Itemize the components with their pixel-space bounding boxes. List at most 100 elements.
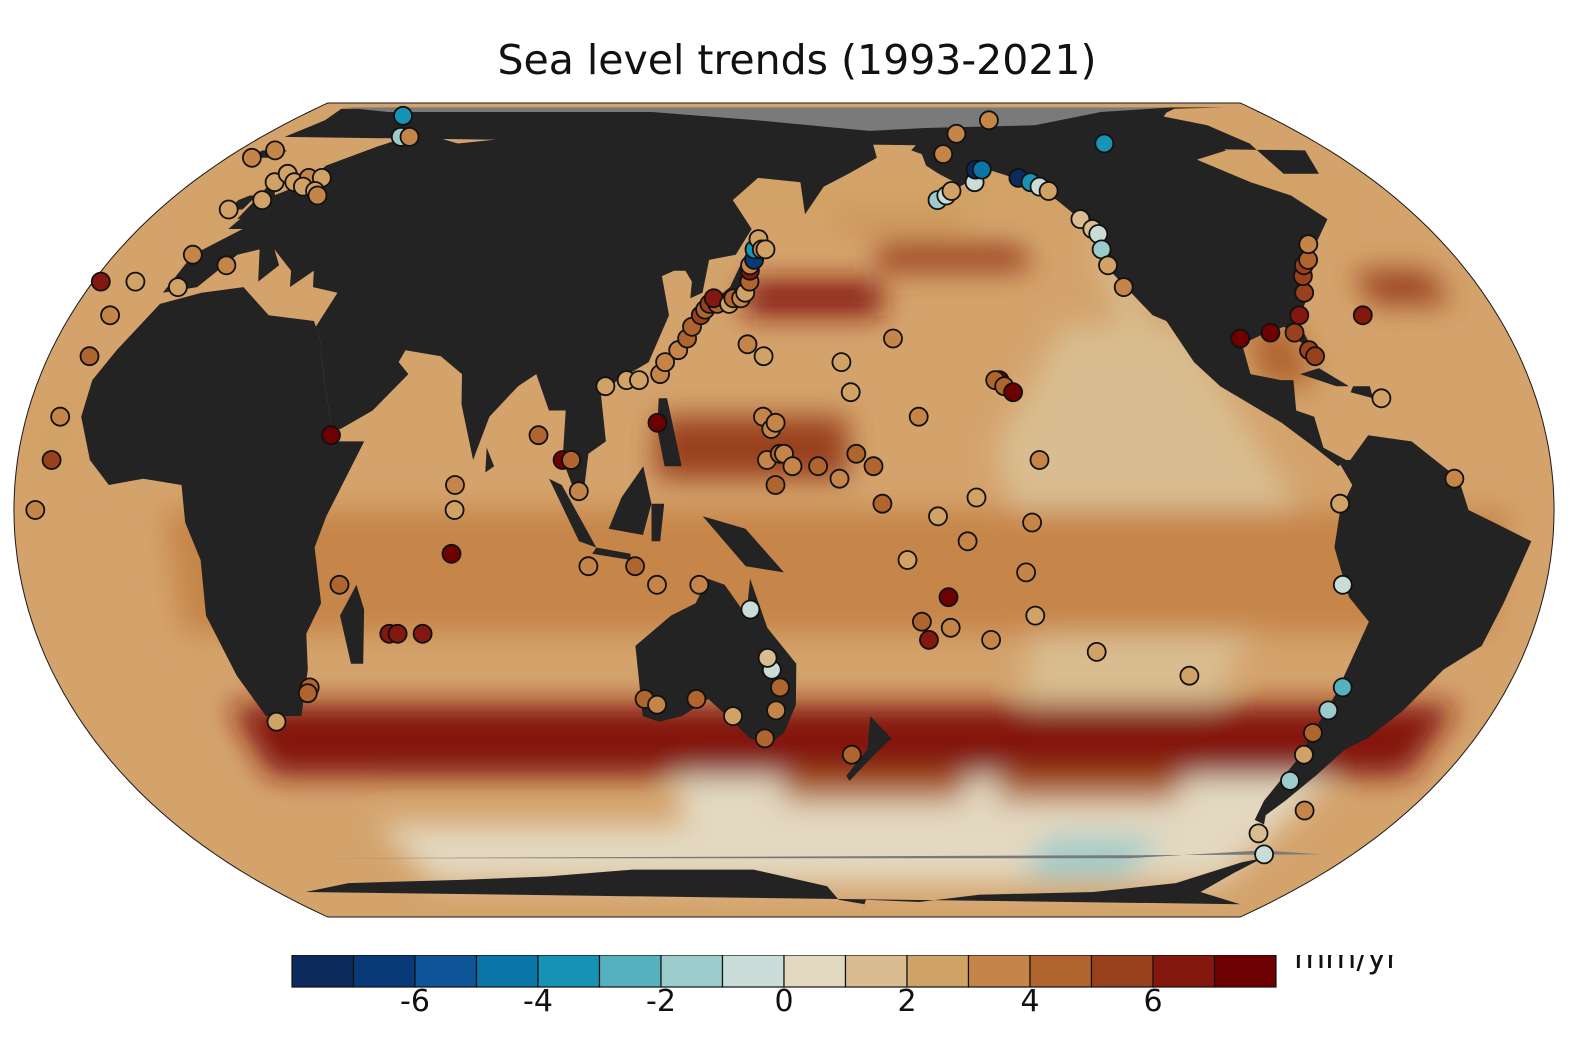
tide-gauge-marker: [399, 127, 420, 147]
tide-gauge-marker: [216, 255, 237, 276]
tide-gauge-marker: [1298, 234, 1319, 255]
tide-gauge-marker: [765, 475, 786, 495]
tide-gauge-marker: [100, 305, 120, 326]
tide-gauge-marker: [1332, 574, 1353, 595]
java: [592, 547, 631, 560]
australia: [635, 578, 797, 744]
tide-gauge-marker: [252, 190, 273, 210]
tide-gauge-marker: [441, 543, 462, 564]
colorbar-bin: [783, 955, 847, 988]
tide-gauge-marker: [840, 382, 861, 403]
tide-gauge-marker: [90, 271, 111, 292]
tide-gauge-marker: [321, 425, 341, 446]
tide-gauge-marker: [1003, 382, 1023, 403]
tide-gauge-marker: [1294, 282, 1315, 303]
tide-gauge-marker: [1303, 723, 1323, 743]
tide-gauge-marker: [1444, 468, 1465, 489]
ocean-trend-patch: [875, 244, 1031, 271]
tide-gauge-marker: [1294, 744, 1314, 765]
tide-gauge-marker: [1230, 328, 1251, 349]
colorbar-bin: [1029, 955, 1093, 988]
tide-gauge-marker: [79, 346, 100, 367]
tide-gauge-marker: [1332, 677, 1353, 698]
tide-gauge-marker: [912, 611, 932, 632]
tide-gauge-marker: [1022, 512, 1042, 533]
ocean-trend-field: [15, 173, 1512, 884]
tide-gauge-marker: [445, 475, 465, 495]
map-title: Sea level trends (1993-2021): [497, 36, 1097, 84]
tide-gauge-marker: [919, 630, 939, 650]
tide-gauge-marker: [241, 147, 262, 168]
antarctica: [305, 858, 1263, 917]
colorbar: -6 -4 -2 0 2 4 6 mm/yr: [291, 955, 1400, 1019]
tide-gauge-marker: [1318, 700, 1339, 721]
tide-gauge-marker: [755, 239, 776, 260]
tide-gauge-marker: [897, 550, 918, 570]
north-america: [911, 130, 1347, 467]
ocean-trend-patch: [229, 704, 1458, 776]
tide-gauge-marker: [933, 144, 954, 164]
tide-gauge-marker: [1330, 493, 1350, 514]
tide-gauge-marker: [1029, 450, 1050, 470]
tide-gauge-marker: [723, 706, 743, 726]
tide-gauge-marker: [829, 468, 850, 489]
tide-gauge-marker: [568, 481, 589, 502]
tide-gauge-marker: [753, 346, 774, 367]
colorbar-tick-label: -2: [646, 984, 676, 1019]
colorbar-bin: [291, 955, 355, 988]
ocean-trend-patch: [163, 510, 1512, 634]
arabia-landmass: [319, 309, 409, 429]
tide-gauge-marker: [1113, 277, 1134, 298]
new-zealand: [846, 716, 892, 781]
tide-gauge-marker: [307, 185, 328, 206]
colorbar-bin: [1090, 955, 1154, 988]
tide-gauge-marker: [647, 574, 667, 595]
tide-gauge-marker: [167, 277, 188, 298]
tide-gauge-marker: [1248, 823, 1269, 844]
tide-gauge-marker: [387, 623, 408, 644]
tide-gauge-marker: [1294, 800, 1315, 821]
ocean-trend-patch: [1018, 633, 1241, 722]
tide-gauge-marker: [757, 648, 778, 668]
tide-gauge-marker: [737, 334, 758, 355]
tide-gauge-marker: [25, 500, 46, 520]
tide-gauge-marker: [655, 352, 675, 373]
tide-gauge-markers: [25, 105, 1465, 865]
tide-gauge-marker: [1284, 322, 1305, 343]
tide-gauge-marker: [765, 412, 786, 433]
tide-gauge-marker: [979, 110, 999, 131]
tide-gauge-marker: [266, 711, 287, 732]
tide-gauge-marker: [265, 140, 286, 161]
colorbar-bin: [844, 955, 908, 988]
ocean-trend-patch: [378, 824, 1224, 884]
tide-gauge-marker: [647, 694, 667, 715]
tide-gauge-marker: [770, 677, 790, 698]
greenland: [284, 107, 1320, 174]
sea-level-trend-map: [13, 102, 1555, 918]
colorbar-tick-label: 0: [774, 984, 793, 1019]
tide-gauge-marker: [329, 574, 350, 595]
colorbar-tick-label: 4: [1020, 984, 1039, 1019]
tide-gauge-marker: [928, 506, 948, 527]
africa-landmass: [81, 287, 365, 717]
colorbar-tick-label: 2: [897, 984, 916, 1019]
tide-gauge-marker: [412, 623, 433, 644]
ocean-trend-patch: [744, 281, 884, 316]
tide-gauge-marker: [625, 556, 645, 577]
tide-gauge-marker: [595, 376, 616, 397]
tide-gauge-marker: [846, 443, 867, 464]
tide-gauge-marker: [740, 599, 761, 620]
tide-gauge-marker: [1179, 665, 1200, 686]
tide-gauge-marker: [754, 728, 775, 749]
tide-gauge-marker: [971, 159, 992, 180]
tide-gauge-marker: [1280, 771, 1300, 791]
tide-gauge-marker: [578, 556, 599, 577]
tide-gauge-marker: [883, 328, 903, 349]
colorbar-tick-label: -6: [400, 984, 430, 1019]
colorbar-bin: [1213, 955, 1277, 988]
cuba: [1300, 368, 1349, 387]
tide-gauge-marker: [808, 456, 828, 477]
borneo: [608, 466, 652, 535]
tide-gauge-marker: [1289, 305, 1310, 326]
tide-gauge-marker: [1094, 133, 1115, 154]
